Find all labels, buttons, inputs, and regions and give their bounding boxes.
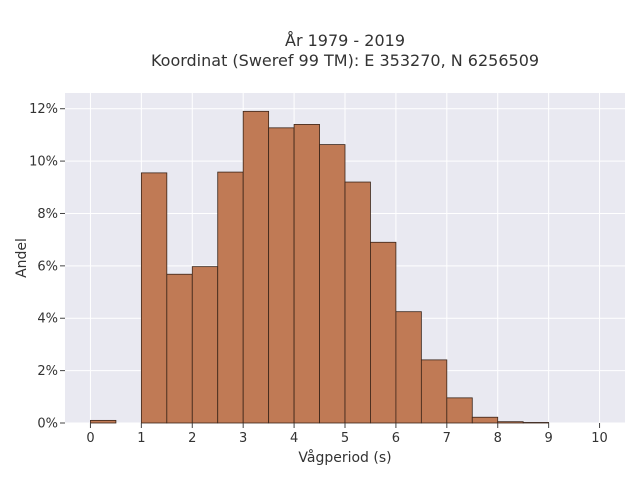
histogram-bar [522,422,550,424]
y-tick-label: 2% [37,364,58,379]
x-tick-label: 1 [137,431,145,446]
y-tick-label: 12% [29,102,58,117]
chart-title: År 1979 - 2019 [285,31,405,50]
histogram-bar [420,359,448,424]
x-tick-label: 5 [341,431,349,446]
histogram-bar [344,181,371,424]
x-tick-label: 8 [494,431,502,446]
x-tick-label: 2 [188,431,196,446]
histogram-bar [395,311,422,424]
histogram-bar [497,421,524,424]
x-axis-label: Vågperiod (s) [298,449,391,466]
histogram-bar [166,273,193,424]
histogram-bar [191,266,219,424]
histogram-bar [370,241,397,424]
chart-subtitle: Koordinat (Sweref 99 TM): E 353270, N 62… [151,51,539,70]
bars [90,110,550,424]
histogram-bar [471,416,499,424]
histogram-bar [446,397,473,424]
x-tick-label: 6 [392,431,400,446]
y-tick-label: 6% [37,259,58,274]
y-tick-label: 8% [37,207,58,222]
x-tick-label: 4 [290,431,298,446]
x-tick-label: 9 [544,431,552,446]
histogram-bar [268,127,295,424]
y-tick-label: 10% [29,155,58,170]
histogram-bar [140,172,168,424]
histogram-bar [242,110,270,424]
y-tick-label: 4% [37,312,58,327]
x-tick-label: 10 [591,431,608,446]
histogram-bar [90,419,117,424]
x-tick-label: 0 [86,431,94,446]
histogram-bar [319,144,346,424]
y-axis-ticks: 0% 2% 4% 6% 8% 10% 12% [29,102,65,432]
y-tick-label: 0% [37,417,58,432]
x-axis-ticks: 0 1 2 3 4 5 6 7 8 9 10 [86,423,608,446]
x-tick-label: 7 [443,431,451,446]
x-tick-label: 3 [239,431,247,446]
histogram-bar [293,124,320,424]
y-axis-label: Andel [14,238,30,278]
histogram-bar [217,171,244,424]
